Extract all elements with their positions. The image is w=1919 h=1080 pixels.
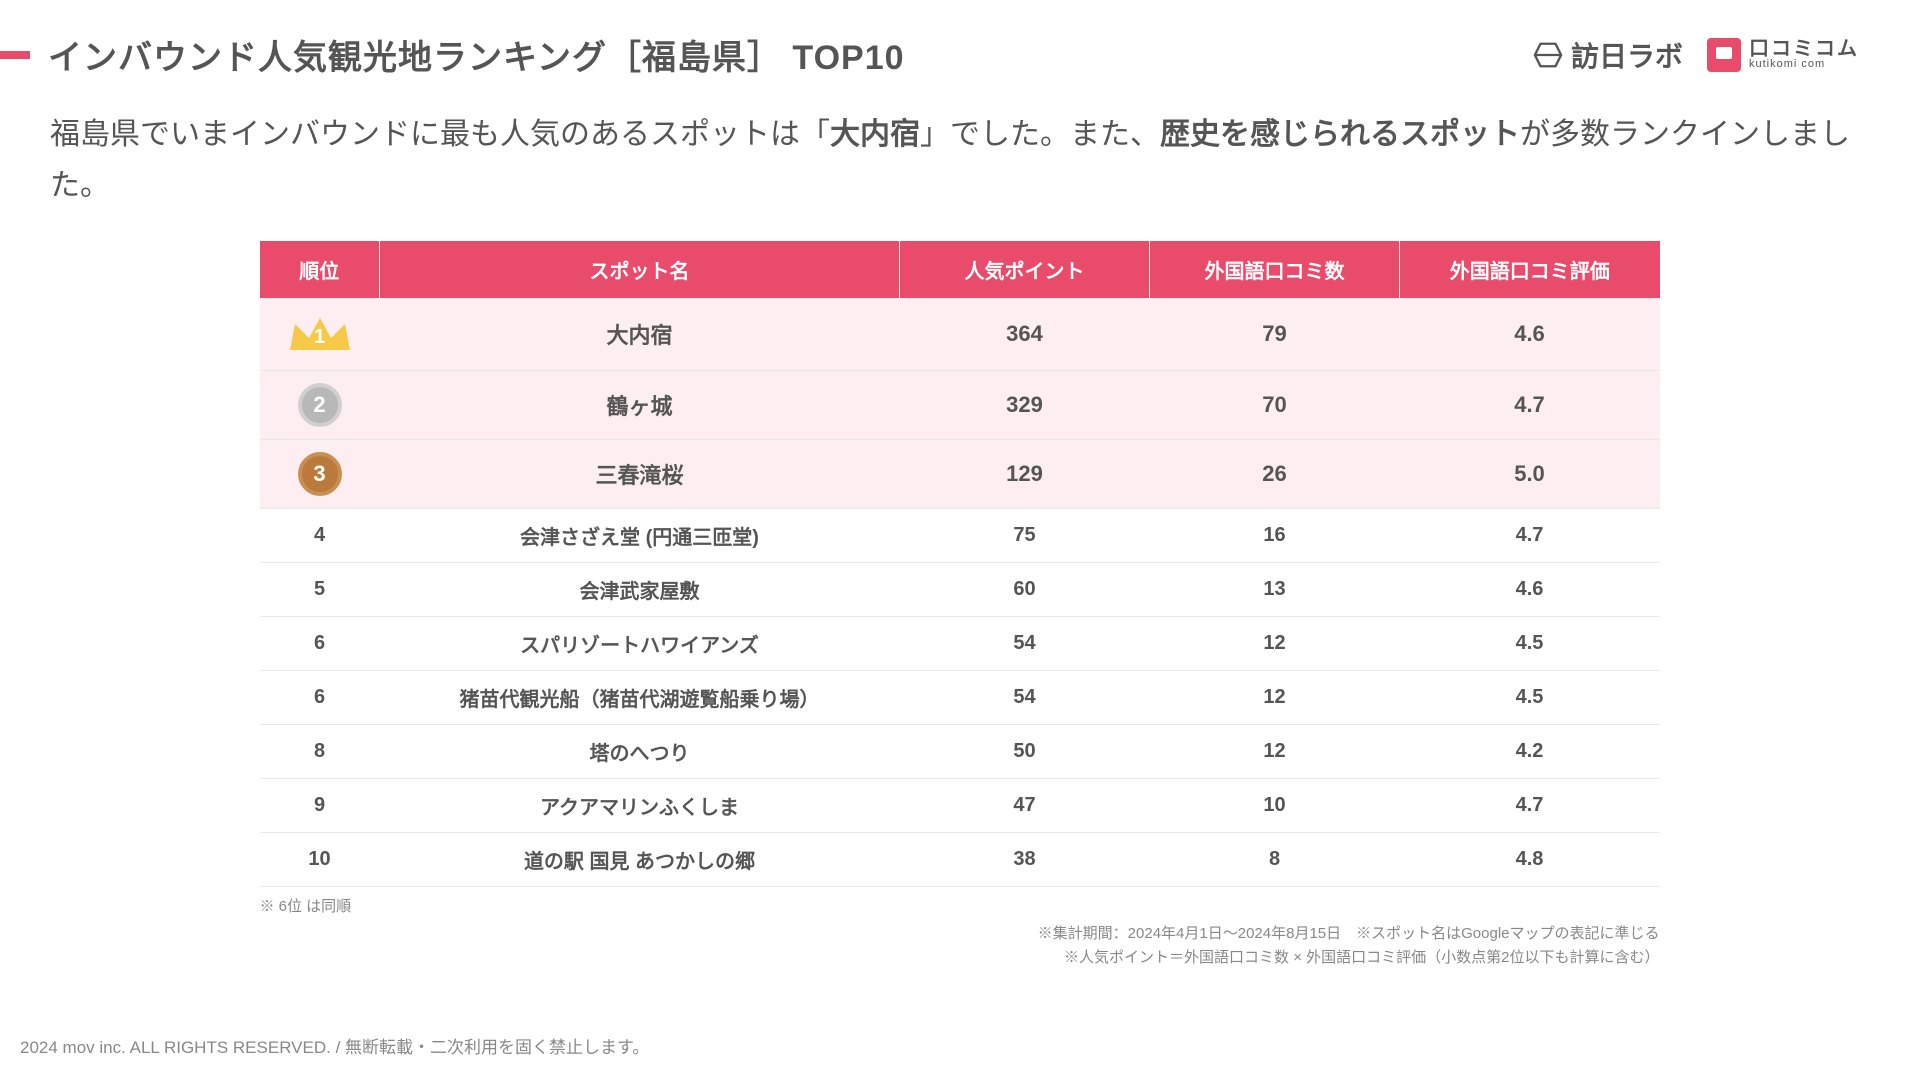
table-row: 6スパリゾートハワイアンズ54124.5	[260, 617, 1660, 671]
cell-rating: 4.5	[1400, 671, 1660, 725]
footnote-1: ※集計期間：2024年4月1日〜2024年8月15日 ※スポット名はGoogle…	[260, 922, 1660, 946]
logo-hounichi: 訪日ラボ	[1533, 35, 1683, 75]
cell-points: 54	[900, 617, 1150, 671]
table-row: 2 鶴ヶ城329704.7	[260, 371, 1660, 440]
cell-rank: 8	[260, 725, 380, 779]
tie-note: ※ 6位 は同順	[260, 895, 1660, 916]
cell-reviews: 10	[1150, 779, 1400, 833]
cell-rank: 3	[260, 440, 380, 509]
cell-name: 塔のへつり	[380, 725, 900, 779]
col-header-rank: 順位	[260, 241, 380, 298]
cell-rating: 4.2	[1400, 725, 1660, 779]
cell-name: 道の駅 国見 あつかしの郷	[380, 833, 900, 887]
cell-rank: 2	[260, 371, 380, 440]
cell-name: 鶴ヶ城	[380, 371, 900, 440]
cell-name: 三春滝桜	[380, 440, 900, 509]
cell-name: 大内宿	[380, 298, 900, 371]
cell-reviews: 12	[1150, 725, 1400, 779]
title-accent-bar	[0, 51, 30, 59]
cell-reviews: 16	[1150, 509, 1400, 563]
cell-points: 129	[900, 440, 1150, 509]
col-header-rating: 外国語口コミ評価	[1400, 241, 1660, 298]
cell-rating: 4.6	[1400, 563, 1660, 617]
header: インバウンド人気観光地ランキング［福島県］ TOP10 訪日ラボ 口コミコム k…	[0, 0, 1919, 89]
table-row: 9アクアマリンふくしま47104.7	[260, 779, 1660, 833]
cell-rank: 5	[260, 563, 380, 617]
col-header-points: 人気ポイント	[900, 241, 1150, 298]
col-header-name: スポット名	[380, 241, 900, 298]
table-row: 4会津さざえ堂 (円通三匝堂)75164.7	[260, 509, 1660, 563]
cell-points: 75	[900, 509, 1150, 563]
cell-rating: 4.8	[1400, 833, 1660, 887]
cell-rank: 1	[260, 298, 380, 371]
table-row: 10道の駅 国見 あつかしの郷3884.8	[260, 833, 1660, 887]
table-header-row: 順位 スポット名 人気ポイント 外国語口コミ数 外国語口コミ評価	[260, 241, 1660, 298]
logo-kutikomi-jp: 口コミコム	[1749, 39, 1859, 59]
cell-name: スパリゾートハワイアンズ	[380, 617, 900, 671]
cell-rank: 6	[260, 671, 380, 725]
cell-reviews: 12	[1150, 671, 1400, 725]
cell-reviews: 13	[1150, 563, 1400, 617]
footnotes: ※集計期間：2024年4月1日〜2024年8月15日 ※スポット名はGoogle…	[260, 922, 1660, 970]
cell-rank: 4	[260, 509, 380, 563]
footnote-2: ※人気ポイント＝外国語口コミ数 × 外国語口コミ評価（小数点第2位以下も計算に含…	[260, 946, 1660, 970]
cell-name: 猪苗代観光船（猪苗代湖遊覧船乗り場）	[380, 671, 900, 725]
intro-text: 福島県でいまインバウンドに最も人気のあるスポットは「大内宿」でした。また、歴史を…	[0, 89, 1919, 221]
copyright-footer: 2024 mov inc. ALL RIGHTS RESERVED. / 無断転…	[20, 1033, 649, 1058]
cell-rating: 4.7	[1400, 371, 1660, 440]
table-row: 3 三春滝桜129265.0	[260, 440, 1660, 509]
ranking-table: 順位 スポット名 人気ポイント 外国語口コミ数 外国語口コミ評価 1大内宿364…	[260, 241, 1660, 887]
cell-rank: 10	[260, 833, 380, 887]
cell-points: 38	[900, 833, 1150, 887]
col-header-reviews: 外国語口コミ数	[1150, 241, 1400, 298]
medal-bronze-icon: 3	[298, 452, 342, 496]
cell-reviews: 12	[1150, 617, 1400, 671]
cell-reviews: 8	[1150, 833, 1400, 887]
cell-name: 会津さざえ堂 (円通三匝堂)	[380, 509, 900, 563]
kutikomi-icon	[1707, 38, 1741, 72]
cell-points: 329	[900, 371, 1150, 440]
table-row: 6猪苗代観光船（猪苗代湖遊覧船乗り場）54124.5	[260, 671, 1660, 725]
logo-kutikomi-en: kutikomi com	[1749, 59, 1859, 70]
table-row: 8塔のへつり50124.2	[260, 725, 1660, 779]
table-row: 5会津武家屋敷60134.6	[260, 563, 1660, 617]
cell-points: 60	[900, 563, 1150, 617]
cell-name: アクアマリンふくしま	[380, 779, 900, 833]
cell-rating: 4.6	[1400, 298, 1660, 371]
logo-hounichi-text: 訪日ラボ	[1571, 35, 1683, 75]
logos: 訪日ラボ 口コミコム kutikomi com	[1533, 35, 1859, 75]
crown-icon: 1	[285, 310, 355, 358]
cell-rating: 4.5	[1400, 617, 1660, 671]
table-row: 1 大内宿364794.6	[260, 298, 1660, 371]
medal-silver-icon: 2	[298, 383, 342, 427]
hounichi-icon	[1533, 40, 1563, 70]
cell-rank: 6	[260, 617, 380, 671]
cell-reviews: 70	[1150, 371, 1400, 440]
intro-bold1: 大内宿	[830, 118, 920, 151]
cell-points: 364	[900, 298, 1150, 371]
cell-rating: 4.7	[1400, 509, 1660, 563]
intro-mid: 」でした。また、	[920, 118, 1160, 151]
table-body: 1大内宿364794.62鶴ヶ城329704.73三春滝桜129265.04会津…	[260, 298, 1660, 887]
cell-rating: 4.7	[1400, 779, 1660, 833]
logo-kutikomi: 口コミコム kutikomi com	[1707, 38, 1859, 72]
title-wrap: インバウンド人気観光地ランキング［福島県］ TOP10	[0, 30, 905, 79]
page-title: インバウンド人気観光地ランキング［福島県］ TOP10	[48, 30, 905, 79]
cell-rank: 9	[260, 779, 380, 833]
cell-reviews: 79	[1150, 298, 1400, 371]
intro-pre: 福島県でいまインバウンドに最も人気のあるスポットは「	[50, 118, 830, 151]
cell-reviews: 26	[1150, 440, 1400, 509]
cell-points: 47	[900, 779, 1150, 833]
ranking-table-wrap: 順位 スポット名 人気ポイント 外国語口コミ数 外国語口コミ評価 1大内宿364…	[260, 241, 1660, 916]
cell-name: 会津武家屋敷	[380, 563, 900, 617]
intro-bold2: 歴史を感じられるスポット	[1160, 118, 1520, 151]
cell-points: 50	[900, 725, 1150, 779]
cell-rating: 5.0	[1400, 440, 1660, 509]
cell-points: 54	[900, 671, 1150, 725]
